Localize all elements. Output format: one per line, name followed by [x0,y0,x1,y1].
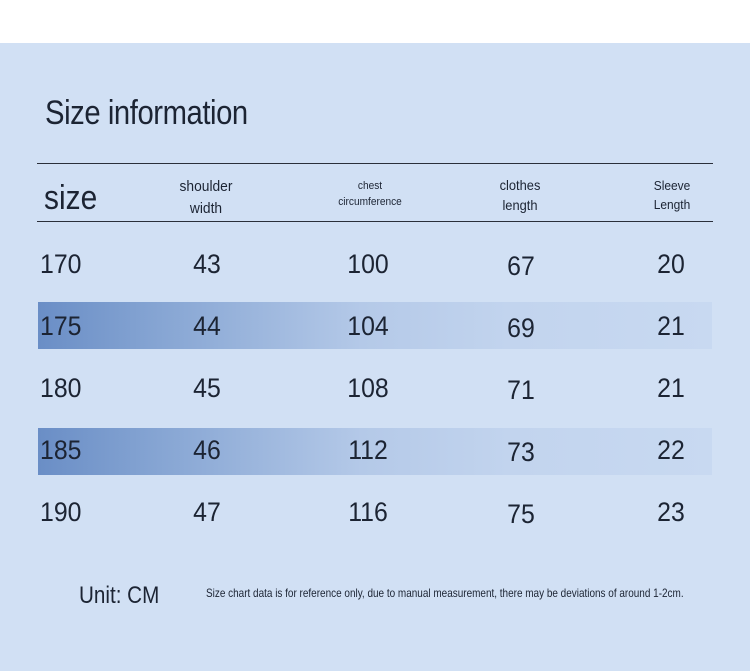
cell-sleeve-length: 21 [657,373,685,403]
cell-chest: 104 [347,311,389,341]
cell-clothes-length: 69 [507,313,535,343]
cell-chest: 112 [348,435,388,465]
top-margin [0,0,750,43]
cell-sleeve-length: 23 [657,497,685,527]
row-highlight-band [38,428,712,475]
disclaimer-note: Size chart data is for reference only, d… [206,586,684,600]
header-shoulder-line-2: width [189,200,223,217]
cell-size: 175 [40,311,82,341]
header-shoulder-line-1: shoulder [179,178,233,195]
cell-sleeve-length: 20 [657,249,685,279]
header-sleeve-line-2: Length [653,197,691,212]
header-clothes-line-2: length [502,197,538,213]
header-sleeve-line-1: Sleeve [653,178,691,193]
header-size: size [44,179,98,217]
cell-clothes-length: 73 [507,437,535,467]
cell-shoulder: 46 [193,435,221,465]
cell-sleeve-length: 22 [657,435,685,465]
row-highlight-band [38,302,712,349]
cell-chest: 108 [347,373,389,403]
cell-shoulder: 44 [193,311,221,341]
cell-clothes-length: 75 [507,499,535,529]
header-top-rule [37,163,713,164]
header-bottom-rule [37,221,713,222]
cell-chest: 116 [348,497,388,527]
header-chest-circumference: chest circumference [322,178,418,210]
cell-shoulder: 47 [193,497,221,527]
cell-shoulder: 43 [193,249,221,279]
cell-size: 185 [40,435,82,465]
cell-size: 190 [40,497,82,527]
header-chest-line-1: chest [357,180,383,192]
cell-chest: 100 [347,249,389,279]
header-clothes-line-1: clothes [499,177,541,193]
cell-size: 180 [40,373,82,403]
cell-size: 170 [40,249,82,279]
size-chart-panel [0,43,750,671]
cell-clothes-length: 67 [507,251,535,281]
cell-sleeve-length: 21 [657,311,685,341]
header-sleeve-length: Sleeve Length [635,176,709,214]
header-chest-line-2: circumference [338,196,402,208]
cell-clothes-length: 71 [507,375,535,405]
header-shoulder-width: shoulder width [160,176,252,220]
header-clothes-length: clothes length [483,175,557,215]
page-title: Size information [45,94,248,132]
cell-shoulder: 45 [193,373,221,403]
unit-label: Unit: CM [79,582,160,609]
